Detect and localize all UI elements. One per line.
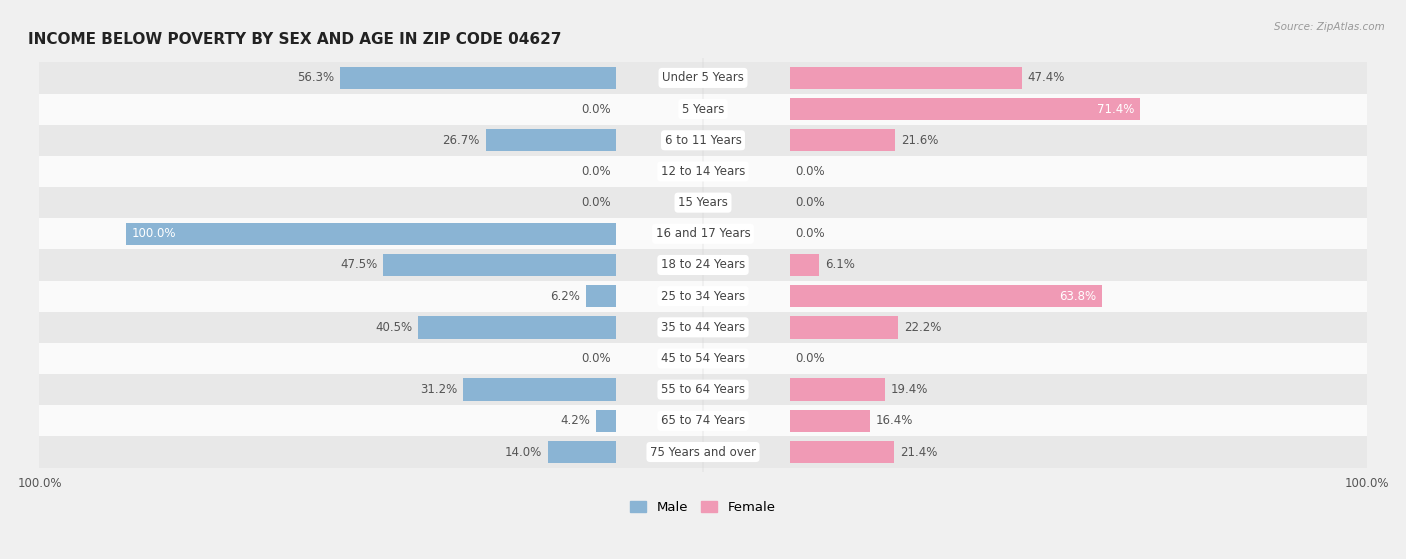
Bar [790,316,898,339]
Bar [418,316,616,339]
Text: 0.0%: 0.0% [796,228,825,240]
Text: INCOME BELOW POVERTY BY SEX AND AGE IN ZIP CODE 04627: INCOME BELOW POVERTY BY SEX AND AGE IN Z… [28,32,561,47]
Bar [596,410,616,432]
Text: 6.2%: 6.2% [550,290,581,302]
Bar [39,437,1367,468]
Text: 4.2%: 4.2% [560,414,591,427]
Text: 16.4%: 16.4% [876,414,912,427]
Bar [548,441,616,463]
Text: 12 to 14 Years: 12 to 14 Years [661,165,745,178]
Text: 0.0%: 0.0% [796,165,825,178]
Bar [39,93,1367,125]
Bar [790,410,870,432]
Bar [39,312,1367,343]
Text: 75 Years and over: 75 Years and over [650,446,756,458]
Bar [790,285,1102,307]
Bar [39,343,1367,374]
Text: 22.2%: 22.2% [904,321,942,334]
Text: 6 to 11 Years: 6 to 11 Years [665,134,741,147]
Text: 40.5%: 40.5% [375,321,412,334]
Text: 47.4%: 47.4% [1028,72,1066,84]
Bar [790,98,1140,120]
Bar [790,441,894,463]
Bar [39,156,1367,187]
Bar [790,254,820,276]
Text: Source: ZipAtlas.com: Source: ZipAtlas.com [1274,22,1385,32]
Text: 18 to 24 Years: 18 to 24 Years [661,258,745,272]
Bar [790,67,1022,89]
Text: 21.6%: 21.6% [901,134,939,147]
Bar [464,378,616,401]
Bar [39,187,1367,218]
Text: 14.0%: 14.0% [505,446,543,458]
Text: 21.4%: 21.4% [900,446,938,458]
Text: 47.5%: 47.5% [340,258,378,272]
Bar [384,254,616,276]
Text: 6.1%: 6.1% [825,258,855,272]
Bar [39,249,1367,281]
Text: 0.0%: 0.0% [581,196,610,209]
Bar [39,125,1367,156]
Bar [790,378,884,401]
Bar [790,129,896,151]
Text: 16 and 17 Years: 16 and 17 Years [655,228,751,240]
Text: 25 to 34 Years: 25 to 34 Years [661,290,745,302]
Text: Under 5 Years: Under 5 Years [662,72,744,84]
Text: 56.3%: 56.3% [298,72,335,84]
Legend: Male, Female: Male, Female [626,496,780,519]
Text: 5 Years: 5 Years [682,103,724,116]
Text: 26.7%: 26.7% [443,134,479,147]
Text: 0.0%: 0.0% [581,165,610,178]
Bar [39,218,1367,249]
Text: 71.4%: 71.4% [1097,103,1135,116]
Text: 19.4%: 19.4% [890,383,928,396]
Text: 0.0%: 0.0% [796,352,825,365]
Text: 0.0%: 0.0% [581,103,610,116]
Text: 35 to 44 Years: 35 to 44 Years [661,321,745,334]
Text: 0.0%: 0.0% [581,352,610,365]
Bar [39,281,1367,312]
Text: 100.0%: 100.0% [132,228,176,240]
Text: 31.2%: 31.2% [420,383,458,396]
Bar [39,405,1367,437]
Bar [39,374,1367,405]
Text: 45 to 54 Years: 45 to 54 Years [661,352,745,365]
Text: 15 Years: 15 Years [678,196,728,209]
Text: 0.0%: 0.0% [796,196,825,209]
Bar [127,222,616,245]
Text: 65 to 74 Years: 65 to 74 Years [661,414,745,427]
Bar [586,285,616,307]
Text: 55 to 64 Years: 55 to 64 Years [661,383,745,396]
Text: 63.8%: 63.8% [1060,290,1097,302]
Bar [485,129,616,151]
Bar [39,63,1367,93]
Bar [340,67,616,89]
